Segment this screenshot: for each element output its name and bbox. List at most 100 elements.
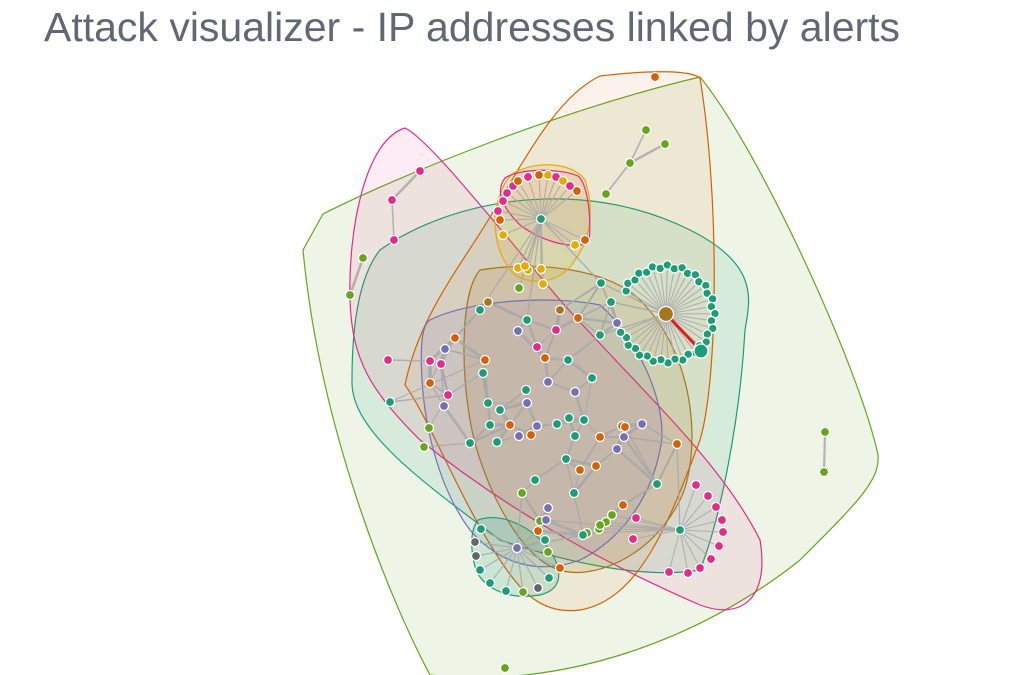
ip-node[interactable] bbox=[479, 354, 491, 366]
alert-link[interactable] bbox=[516, 492, 523, 549]
ip-node[interactable] bbox=[713, 540, 725, 552]
alert-link[interactable] bbox=[540, 174, 549, 220]
ip-node[interactable] bbox=[449, 332, 461, 344]
alert-link[interactable] bbox=[679, 529, 724, 533]
alert-link[interactable] bbox=[499, 218, 542, 221]
ip-node[interactable] bbox=[717, 526, 729, 538]
alert-link[interactable] bbox=[665, 313, 713, 330]
hull-purple[interactable] bbox=[420, 299, 663, 568]
ip-node[interactable] bbox=[606, 509, 618, 521]
alert-link[interactable] bbox=[610, 301, 667, 315]
alert-link[interactable] bbox=[559, 282, 602, 311]
ip-node[interactable] bbox=[482, 296, 494, 308]
alert-link[interactable] bbox=[676, 443, 681, 531]
alert-link[interactable] bbox=[389, 359, 486, 403]
alert-link[interactable] bbox=[387, 359, 431, 362]
alert-link[interactable] bbox=[512, 185, 542, 220]
ip-node[interactable] bbox=[543, 572, 555, 584]
alert-link[interactable] bbox=[665, 274, 696, 315]
ip-node[interactable] bbox=[469, 536, 481, 548]
ip-node[interactable] bbox=[357, 252, 369, 264]
ip-node[interactable] bbox=[525, 429, 537, 441]
ip-node[interactable] bbox=[424, 355, 436, 367]
alert-link[interactable] bbox=[599, 313, 667, 336]
alert-link[interactable] bbox=[665, 298, 713, 315]
ip-node[interactable] bbox=[569, 239, 581, 251]
alert-link[interactable] bbox=[517, 218, 542, 269]
alert-link[interactable] bbox=[638, 313, 667, 356]
ip-node[interactable] bbox=[474, 304, 486, 316]
alert-link[interactable] bbox=[391, 170, 421, 201]
ip-node[interactable] bbox=[569, 430, 581, 442]
ip-node[interactable] bbox=[516, 487, 528, 499]
alert-link[interactable] bbox=[540, 218, 586, 241]
hull-orange[interactable] bbox=[404, 71, 715, 612]
alert-link[interactable] bbox=[526, 218, 542, 321]
ip-node[interactable] bbox=[497, 229, 509, 241]
alert-link[interactable] bbox=[506, 192, 542, 220]
alert-link[interactable] bbox=[583, 377, 593, 421]
ip-node[interactable] bbox=[511, 542, 523, 554]
ip-node[interactable] bbox=[572, 312, 584, 324]
ip-node[interactable] bbox=[540, 514, 552, 526]
ip-node[interactable] bbox=[674, 524, 686, 536]
ip-node[interactable] bbox=[594, 519, 606, 531]
ip-node[interactable] bbox=[571, 185, 583, 197]
alert-link[interactable] bbox=[502, 200, 542, 220]
ip-node[interactable] bbox=[492, 205, 504, 217]
ip-node[interactable] bbox=[384, 396, 396, 408]
ip-node[interactable] bbox=[475, 523, 487, 535]
ip-node[interactable] bbox=[611, 443, 623, 455]
alert-link[interactable] bbox=[665, 285, 707, 315]
ip-node[interactable] bbox=[522, 171, 534, 183]
ip-node[interactable] bbox=[590, 460, 602, 472]
ip-node[interactable] bbox=[640, 124, 652, 136]
alert-link[interactable] bbox=[665, 265, 668, 315]
ip-node[interactable] bbox=[710, 501, 722, 513]
ip-node[interactable] bbox=[418, 441, 430, 453]
ip-node[interactable] bbox=[542, 502, 554, 514]
ip-node[interactable] bbox=[439, 343, 451, 355]
ip-node[interactable] bbox=[682, 567, 694, 579]
ip-node[interactable] bbox=[386, 194, 398, 206]
ip-node[interactable] bbox=[344, 289, 356, 301]
ip-node[interactable] bbox=[586, 372, 598, 384]
alert-link[interactable] bbox=[632, 529, 681, 540]
alert-link[interactable] bbox=[679, 484, 697, 531]
ip-node[interactable] bbox=[574, 464, 586, 476]
alert-link[interactable] bbox=[668, 529, 681, 573]
ip-node[interactable] bbox=[563, 412, 575, 424]
ip-node[interactable] bbox=[617, 499, 629, 511]
ip-node[interactable] bbox=[535, 263, 547, 275]
ip-node[interactable] bbox=[818, 466, 830, 478]
ip-node[interactable] bbox=[494, 214, 506, 226]
alert-link[interactable] bbox=[679, 529, 701, 569]
alert-link[interactable] bbox=[521, 492, 541, 522]
ip-node[interactable] bbox=[500, 585, 512, 597]
ip-node[interactable] bbox=[562, 354, 574, 366]
ip-node[interactable] bbox=[531, 420, 543, 432]
alert-link[interactable] bbox=[679, 529, 712, 560]
ip-node[interactable] bbox=[388, 234, 400, 246]
ip-node[interactable] bbox=[649, 71, 661, 83]
alert-link[interactable] bbox=[665, 313, 684, 361]
alert-link[interactable] bbox=[499, 389, 527, 411]
ip-node[interactable] bbox=[512, 325, 524, 337]
ip-node[interactable] bbox=[657, 305, 675, 323]
alert-link[interactable] bbox=[665, 313, 669, 363]
ip-node[interactable] bbox=[624, 157, 636, 169]
ip-node[interactable] bbox=[532, 525, 544, 537]
ip-node[interactable] bbox=[663, 566, 675, 578]
alert-link[interactable] bbox=[516, 547, 524, 593]
alert-link[interactable] bbox=[616, 448, 658, 485]
alert-link[interactable] bbox=[577, 282, 602, 319]
alert-link[interactable] bbox=[545, 518, 584, 537]
ip-node[interactable] bbox=[517, 586, 529, 598]
alert-link[interactable] bbox=[516, 547, 549, 553]
ip-node[interactable] bbox=[529, 474, 541, 486]
alert-link[interactable] bbox=[679, 529, 720, 547]
alert-link[interactable] bbox=[423, 442, 471, 448]
alert-link[interactable] bbox=[527, 176, 542, 220]
ip-node[interactable] bbox=[470, 550, 482, 562]
ip-node[interactable] bbox=[605, 296, 617, 308]
